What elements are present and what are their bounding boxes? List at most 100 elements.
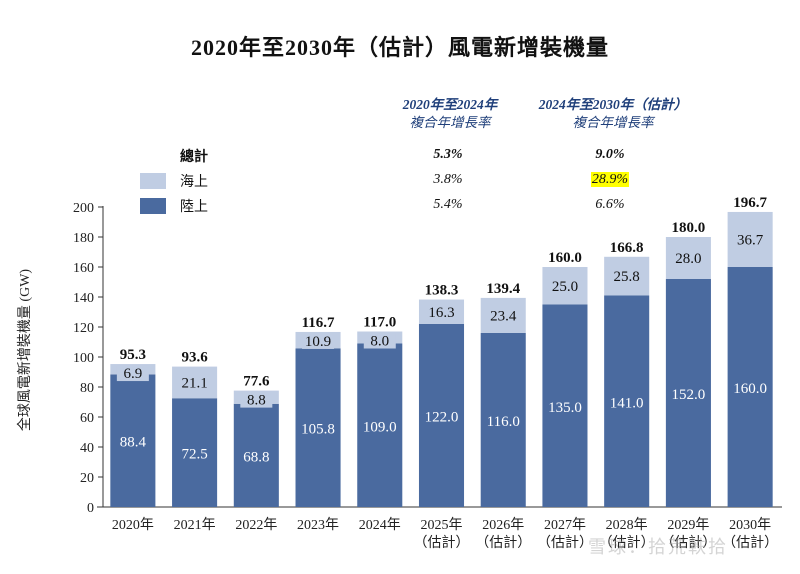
watermark: 雪球：拾荒軼拾 [588, 537, 728, 558]
cagr-total-2020-2024: 5.3% [433, 147, 463, 162]
total-value-label: 160.0 [548, 250, 582, 266]
onshore-value-label: 72.5 [181, 447, 207, 463]
onshore-value-label: 141.0 [610, 395, 644, 411]
offshore-value-label: 28.0 [675, 251, 701, 267]
bar-offshore [604, 256, 650, 296]
offshore-value-label: 25.0 [552, 279, 578, 295]
bar-onshore [542, 304, 588, 507]
bar-offshore [665, 237, 711, 279]
x-tick-label: 2025年 [421, 517, 463, 533]
total-value-label: 117.0 [363, 315, 396, 331]
onshore-value-label: 152.0 [672, 387, 706, 403]
cagr-total-2024-2030: 9.0% [595, 147, 625, 162]
x-tick-note: （估計） [599, 535, 655, 551]
x-tick-label: 2020年 [112, 517, 154, 533]
total-value-label: 196.7 [733, 195, 767, 211]
y-tick-label: 80 [80, 381, 94, 396]
x-tick-note: （估計） [475, 535, 531, 551]
bar-labels: 88.4 6.9 95.3 72.5 21.1 93.6 68.8 8.8 77.6 105.8 1… [116, 195, 768, 465]
x-tick-labels: 2020年 2021年 2022年 2023年 2024年 2025年 （估計） 2026年 （… [112, 517, 778, 551]
x-tick-label: 2026年 [482, 517, 524, 533]
bars [110, 211, 773, 507]
offshore-value-label: 8.0 [370, 334, 389, 350]
y-tick-label: 160 [73, 261, 94, 276]
bar-onshore [172, 398, 218, 507]
x-tick-note: （估計） [414, 535, 470, 551]
x-tick-label: 2024年 [359, 517, 401, 533]
bar-onshore [357, 343, 403, 507]
y-tick-label: 180 [73, 231, 94, 246]
legend-label-onshore: 陸上 [180, 200, 208, 215]
x-tick-note: （估計） [722, 535, 778, 551]
bar-onshore [295, 348, 341, 507]
bar-onshore [480, 333, 526, 507]
y-tick-label: 60 [80, 411, 94, 426]
cagr-header-line1: 2024年至2030年（估計） [538, 97, 688, 112]
chart-title: 2020年至2030年（估計）風電新增裝機量 [190, 35, 609, 60]
legend-swatch-offshore [140, 173, 166, 189]
bar-offshore [418, 299, 465, 324]
onshore-value-label: 135.0 [548, 400, 582, 416]
onshore-value-label: 68.8 [243, 449, 269, 465]
y-tick-label: 120 [73, 321, 94, 336]
legend-label-offshore: 海上 [180, 175, 208, 190]
y-tick-label: 0 [87, 501, 94, 516]
y-tick-label: 140 [73, 291, 94, 306]
bar-onshore [418, 324, 465, 507]
cagr-header-2020-2024: 2020年至2024年 複合年增長率 [380, 96, 520, 132]
y-tick-label: 40 [80, 441, 94, 456]
cagr-offshore-2024-2030: 28.9% [570, 172, 650, 188]
bar-onshore [110, 374, 156, 507]
y-tick-label: 200 [73, 201, 94, 216]
offshore-label-bg [363, 332, 396, 349]
total-value-label: 180.0 [672, 220, 706, 236]
x-tick-note: （估計） [537, 535, 593, 551]
total-value-label: 166.8 [610, 240, 644, 256]
x-tick-label: 2027年 [544, 517, 586, 533]
offshore-value-label: 16.3 [428, 305, 454, 321]
onshore-value-label: 160.0 [733, 381, 767, 397]
offshore-value-label: 36.7 [737, 232, 764, 248]
offshore-value-label: 10.9 [305, 334, 331, 350]
offshore-value-label: 6.9 [123, 366, 142, 382]
bar-offshore [542, 267, 588, 305]
y-tick-label: 100 [73, 351, 94, 366]
bar-onshore [233, 403, 279, 507]
total-value-label: 116.7 [302, 315, 335, 331]
offshore-label-bg [302, 332, 335, 349]
x-tick-label: 2021年 [174, 517, 216, 533]
onshore-value-label: 116.0 [487, 414, 520, 430]
legend-swatch-onshore [140, 198, 166, 214]
offshore-value-label: 21.1 [181, 375, 207, 391]
cagr-onshore-2024-2030: 6.6% [595, 197, 625, 212]
bar-offshore [727, 211, 773, 267]
cagr-header-line2: 複合年增長率 [409, 115, 491, 130]
total-value-label: 139.4 [486, 281, 520, 297]
bar-onshore [727, 267, 773, 507]
x-tick-label: 2028年 [606, 517, 648, 533]
cagr-header-line2: 複合年增長率 [572, 115, 654, 130]
x-tick-note: （估計） [660, 535, 716, 551]
offshore-value-label: 23.4 [490, 308, 517, 324]
offshore-value-label: 8.8 [247, 393, 266, 409]
cagr-onshore-2020-2024: 5.4% [433, 197, 463, 212]
legend-total: 總計 [180, 146, 208, 166]
y-axis-label: 全球風電新增裝機量 (GW) [16, 269, 33, 431]
x-tick-label: 2023年 [297, 517, 339, 533]
offshore-label-bg [116, 365, 149, 382]
offshore-value-label: 25.8 [614, 269, 640, 285]
bar-offshore [480, 297, 526, 333]
onshore-value-label: 109.0 [363, 419, 397, 435]
cagr-highlight: 28.9% [590, 172, 630, 187]
x-tick-label: 2022年 [235, 517, 277, 533]
legend-total-label: 總計 [180, 150, 208, 165]
y-axis-label-wrap: 全球風電新增裝機量 (GW) [16, 269, 33, 431]
total-value-label: 138.3 [425, 283, 459, 299]
total-value-label: 77.6 [243, 374, 270, 390]
x-tick-label: 2029年 [667, 517, 709, 533]
cagr-header-2024-2030: 2024年至2030年（估計） 複合年增長率 [518, 96, 708, 132]
cagr-header-line1: 2020年至2024年 [402, 97, 498, 112]
y-tick-label: 20 [80, 471, 94, 486]
offshore-label-bg [240, 391, 273, 408]
